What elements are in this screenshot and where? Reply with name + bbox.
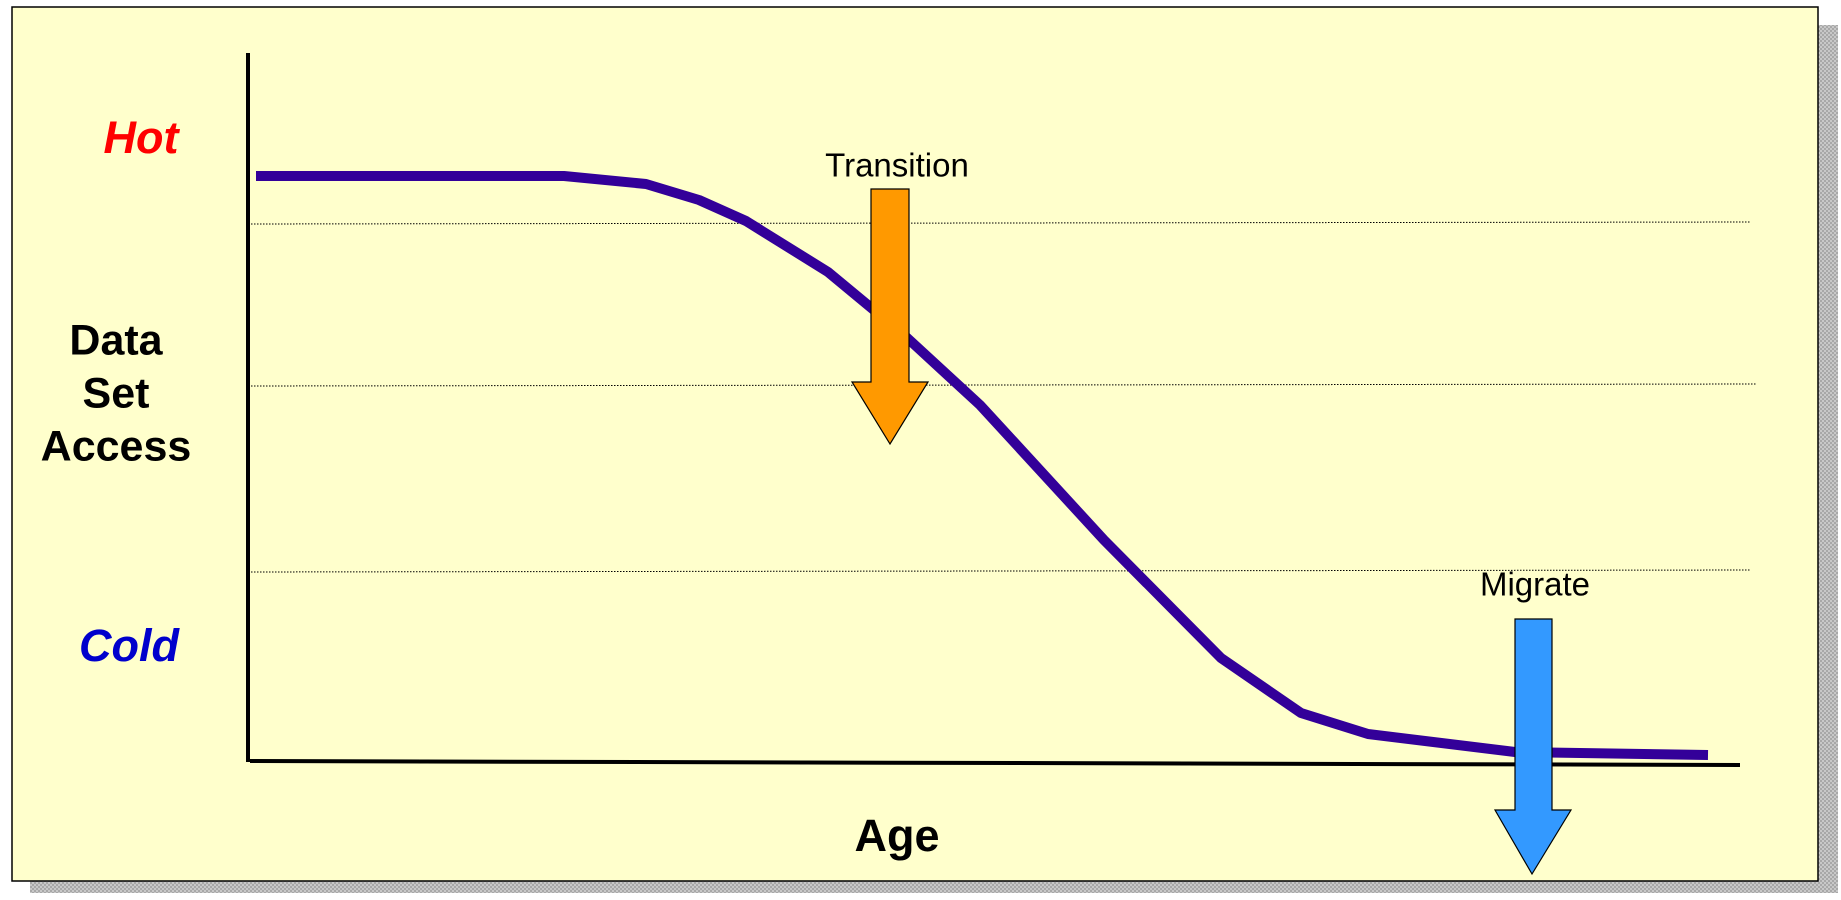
guide-line <box>247 221 1751 225</box>
y-axis-label: Access <box>41 422 192 470</box>
guide-lines <box>247 221 1757 573</box>
y-axis-label: Data <box>69 316 163 364</box>
arrow-shape <box>850 188 930 446</box>
guide-line <box>247 569 1751 573</box>
cold-label: Cold <box>79 620 180 671</box>
arrow-label: Migrate <box>1480 566 1590 603</box>
x-axis-label: Age <box>854 810 939 861</box>
transition-arrow: Transition <box>825 147 969 446</box>
arrow-shape <box>1493 618 1573 876</box>
y-axis-label: Set <box>83 369 150 417</box>
x-axis <box>249 759 1741 767</box>
access-curve <box>256 171 1709 760</box>
migrate-arrow: Migrate <box>1480 566 1590 876</box>
hot-label: Hot <box>104 112 181 163</box>
arrow-label: Transition <box>825 147 969 184</box>
guide-line <box>247 383 1757 387</box>
